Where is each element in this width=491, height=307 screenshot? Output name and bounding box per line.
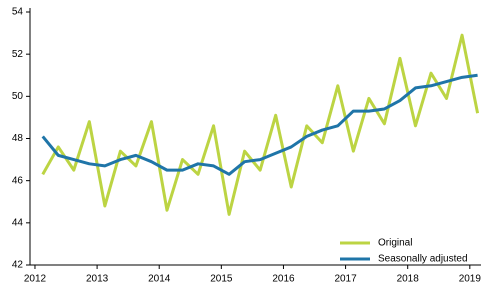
- y-tick-label: 54: [12, 7, 24, 18]
- x-tick-label: 2018: [397, 274, 420, 285]
- x-tick-label: 2014: [148, 274, 171, 285]
- y-tick-label: 46: [12, 175, 24, 186]
- x-tick-label: 2019: [459, 274, 482, 285]
- legend-label: Original: [378, 238, 412, 249]
- y-tick-label: 42: [12, 260, 24, 271]
- x-tick-label: 2017: [334, 274, 357, 285]
- x-tick-label: 2015: [210, 274, 233, 285]
- x-tick-label: 2013: [86, 274, 109, 285]
- y-tick-label: 44: [12, 217, 24, 228]
- legend-label: Seasonally adjusted: [378, 254, 468, 265]
- y-tick-label: 52: [12, 49, 24, 60]
- line-series: [41, 73, 478, 176]
- y-tick-label: 48: [12, 133, 24, 144]
- line-series: [41, 33, 480, 216]
- x-tick-label: 2012: [24, 274, 47, 285]
- y-tick-label: 50: [12, 91, 24, 102]
- x-tick-label: 2016: [272, 274, 295, 285]
